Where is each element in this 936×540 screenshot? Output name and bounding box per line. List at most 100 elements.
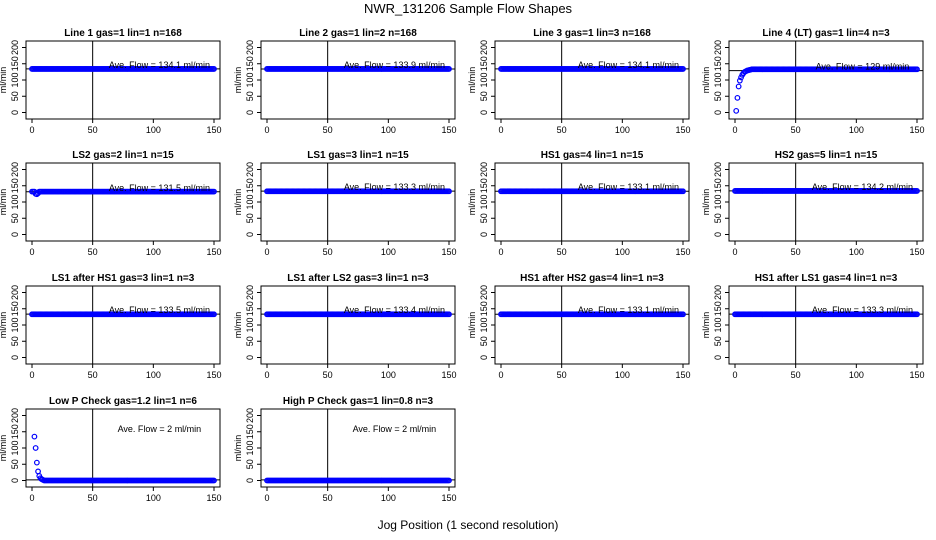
x-tick-label: 150 (675, 247, 690, 257)
x-tick-label: 100 (381, 125, 396, 135)
avg-flow-annotation: Ave. Flow = 2 ml/min (118, 424, 202, 434)
avg-flow-annotation: Ave. Flow = 134.1 ml/min (109, 60, 210, 70)
y-tick-label: 150 (10, 56, 20, 71)
panel-4: Line 4 (LT) gas=1 lin=4 n=30 50 100 1500501… (701, 28, 925, 135)
x-tick-label: 150 (206, 125, 221, 135)
x-tick-label: 0 (29, 370, 34, 380)
plot-frame (260, 285, 456, 365)
x-tick-label: 100 (381, 493, 396, 503)
plot-frame (260, 162, 456, 242)
data-point (211, 311, 217, 318)
y-tick-label: 150 (479, 178, 489, 193)
panel-8: HS2 gas=5 lin=1 n=150 50 100 15005010015020… (701, 150, 925, 257)
y-tick-label: 200 (10, 162, 20, 177)
plot-frame (25, 162, 221, 242)
x-tick-label: 100 (146, 370, 161, 380)
y-tick-label: 50 (10, 459, 20, 469)
plot-frame (728, 40, 924, 120)
x-tick-label: 50 (557, 370, 567, 380)
y-tick-label: 0 (713, 110, 723, 115)
data-point (211, 188, 217, 195)
y-tick-label: 100 (713, 317, 723, 332)
panel-title: LS2 gas=2 lin=1 n=15 (72, 150, 174, 161)
y-tick-label: 0 (713, 355, 723, 360)
x-tick-label: 50 (88, 493, 98, 503)
x-tick-label: 150 (441, 370, 456, 380)
y-tick-label: 200 (245, 408, 255, 423)
y-tick-label: 100 (245, 440, 255, 455)
x-tick-label: 100 (849, 370, 864, 380)
x-tick-label: 50 (323, 370, 333, 380)
panel-13: Low P Check gas=1.2 lin=1 n=60 50 100 15005… (0, 396, 222, 503)
x-tick-label: 0 (498, 370, 503, 380)
y-axis-label: ml/min (0, 189, 8, 216)
x-tick-label: 50 (791, 370, 801, 380)
panel-title: HS2 gas=5 lin=1 n=15 (775, 150, 878, 161)
y-axis-label: ml/min (233, 67, 243, 94)
y-tick-label: 150 (10, 301, 20, 316)
x-tick-label: 0 (732, 125, 737, 135)
y-tick-label: 150 (479, 301, 489, 316)
y-axis-label: ml/min (701, 67, 711, 94)
panel-title: HS1 after HS2 gas=4 lin=1 n=3 (520, 273, 664, 284)
panel-title: Line 2 gas=1 lin=2 n=168 (299, 28, 417, 39)
y-tick-label: 0 (10, 232, 20, 237)
x-tick-label: 0 (732, 247, 737, 257)
y-tick-label: 0 (479, 355, 489, 360)
data-point (680, 66, 686, 72)
data-point (914, 188, 920, 194)
plot-frame (25, 40, 221, 120)
x-tick-label: 100 (381, 247, 396, 257)
y-axis-label: ml/min (233, 435, 243, 462)
y-tick-label: 50 (10, 213, 20, 223)
y-tick-label: 200 (10, 408, 20, 423)
y-tick-label: 150 (713, 56, 723, 71)
y-tick-label: 50 (479, 336, 489, 346)
plot-frame (260, 40, 456, 120)
plot-frame (260, 408, 456, 488)
y-tick-label: 50 (479, 91, 489, 101)
plot-frame (494, 162, 690, 242)
y-tick-label: 100 (10, 317, 20, 332)
x-tick-label: 150 (675, 370, 690, 380)
x-tick-label: 0 (732, 370, 737, 380)
y-tick-label: 200 (10, 40, 20, 55)
avg-flow-annotation: Ave. Flow = 133.1 ml/min (578, 305, 679, 315)
y-tick-label: 150 (245, 178, 255, 193)
y-axis-label: ml/min (701, 312, 711, 339)
x-tick-label: 50 (557, 247, 567, 257)
x-tick-label: 0 (29, 125, 34, 135)
y-tick-label: 200 (479, 162, 489, 177)
x-tick-label: 150 (441, 125, 456, 135)
x-tick-label: 50 (323, 493, 333, 503)
data-point (35, 468, 41, 475)
x-tick-label: 50 (791, 247, 801, 257)
y-tick-label: 200 (245, 40, 255, 55)
avg-flow-annotation: Ave. Flow = 133.3 ml/min (344, 182, 445, 192)
panel-5: LS2 gas=2 lin=1 n=150 50 100 15005010015020… (0, 150, 222, 257)
panel-title: LS1 gas=3 lin=1 n=15 (307, 150, 409, 161)
avg-flow-annotation: Ave. Flow = 133.5 ml/min (109, 305, 210, 315)
data-point (736, 77, 743, 84)
y-tick-label: 100 (479, 317, 489, 332)
avg-flow-annotation: Ave. Flow = 134.1 ml/min (578, 60, 679, 70)
avg-flow-annotation: Ave. Flow = 133.1 ml/min (578, 182, 679, 192)
panel-6: LS1 gas=3 lin=1 n=150 50 100 15005010015020… (233, 150, 457, 257)
y-tick-label: 100 (713, 72, 723, 87)
y-tick-label: 100 (713, 194, 723, 209)
panel-9: LS1 after HS1 gas=3 lin=1 n=30 50 100 15005… (0, 273, 222, 380)
panel-title: HS1 after LS1 gas=4 lin=1 n=3 (755, 273, 898, 284)
y-axis-label: ml/min (467, 312, 477, 339)
y-tick-label: 50 (245, 91, 255, 101)
y-tick-label: 100 (479, 194, 489, 209)
plot-frame (494, 285, 690, 365)
x-tick-label: 100 (146, 247, 161, 257)
y-tick-label: 0 (10, 110, 20, 115)
data-point (31, 433, 38, 440)
x-tick-label: 0 (264, 125, 269, 135)
x-tick-label: 0 (264, 247, 269, 257)
x-tick-label: 50 (323, 125, 333, 135)
x-tick-label: 150 (441, 247, 456, 257)
